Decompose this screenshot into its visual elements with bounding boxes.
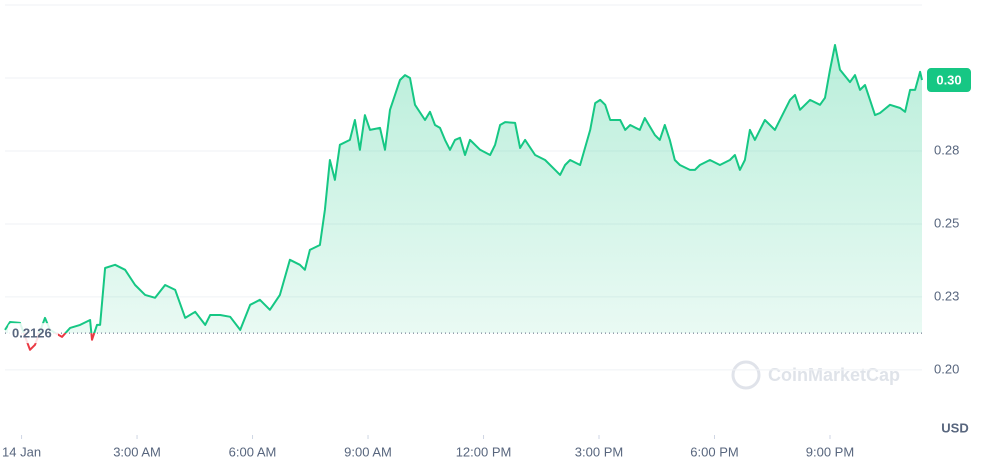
baseline-label-text: 0.2126 [12, 326, 52, 341]
x-tick-label: 14 Jan [2, 444, 41, 459]
baseline-label: 0.2126 [8, 323, 58, 344]
y-tick-label: 0.23 [934, 288, 959, 303]
baseline-label-box [8, 323, 58, 344]
y-tick-label: 0.20 [934, 361, 959, 376]
watermark-text: CoinMarketCap [768, 365, 900, 385]
y-tick-label: 0.28 [934, 142, 959, 157]
last-price-badge [927, 68, 971, 93]
x-tick-label: 3:00 PM [575, 444, 623, 459]
x-tick-label: 9:00 AM [344, 444, 392, 459]
last-price-label: 0.30 [936, 72, 961, 87]
y-unit: USD [941, 420, 968, 435]
x-tick-label: 3:00 AM [113, 444, 161, 459]
x-tick-label: 12:00 PM [456, 444, 512, 459]
x-tick-label: 6:00 AM [229, 444, 277, 459]
area [5, 45, 922, 334]
x-tick-label: 6:00 PM [690, 444, 738, 459]
x-tick-label: 9:00 PM [806, 444, 854, 459]
price-line-up [4, 44, 923, 334]
y-tick-label: 0.25 [934, 215, 959, 230]
